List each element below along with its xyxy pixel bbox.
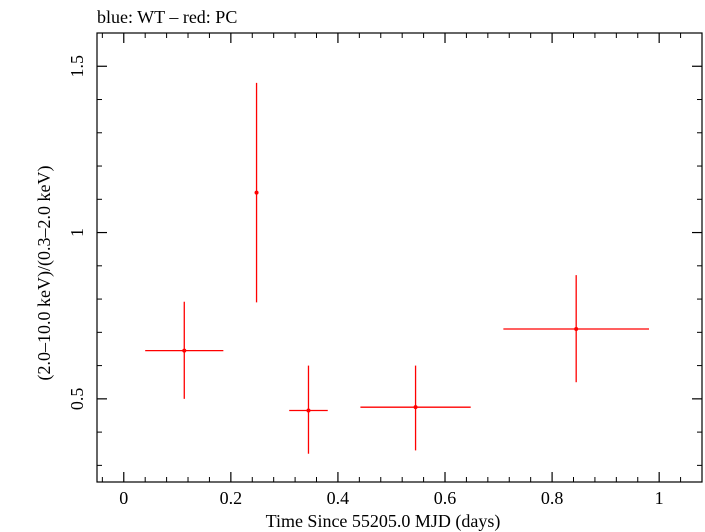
y-axis: 0.5 1 1.5: [67, 55, 702, 466]
x-tick-label: 0: [119, 488, 128, 508]
data-point: [413, 405, 418, 410]
plot-frame: [96, 32, 703, 483]
data-point: [182, 348, 187, 353]
data-point-group: [145, 301, 224, 399]
x-tick-label: 0.6: [434, 488, 457, 508]
y-tick-label: 0.5: [67, 388, 87, 411]
data-point-group: [289, 365, 328, 454]
y-axis-title: (2.0–10.0 keV)/(0.3–2.0 keV): [34, 166, 55, 381]
chart-title: blue: WT – red: PC: [97, 7, 237, 27]
x-tick-label: 0.2: [220, 488, 243, 508]
x-tick-label: 1: [655, 488, 664, 508]
x-tick-label: 0.8: [541, 488, 564, 508]
x-axis-title: Time Since 55205.0 MJD (days): [266, 511, 501, 532]
data-point: [574, 327, 579, 332]
y-tick-label: 1: [67, 228, 87, 237]
data-series: [145, 82, 649, 454]
y-tick-label: 1.5: [67, 55, 87, 78]
data-point: [306, 408, 311, 413]
x-tick-label: 0.4: [327, 488, 350, 508]
x-axis: 0 0.2 0.4 0.6 0.8 1: [101, 33, 682, 508]
data-point-group: [360, 365, 471, 451]
data-point: [254, 190, 259, 195]
data-point-group: [503, 275, 649, 383]
data-point-group: [254, 82, 259, 303]
